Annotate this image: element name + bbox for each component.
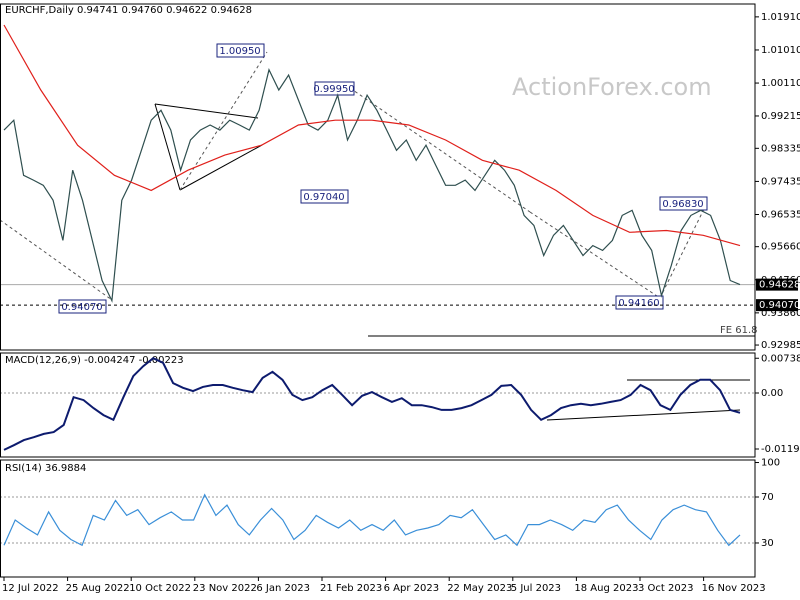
y-tick-label: 100	[761, 458, 780, 469]
y-tick-label: 0.007384	[761, 353, 800, 364]
y-tick-label: 1.00110	[761, 78, 800, 89]
y-tick-label: 0.97435	[761, 176, 800, 187]
price-box	[756, 278, 798, 291]
price-box	[756, 299, 798, 312]
annotation: 0.96830	[662, 199, 703, 210]
series-line	[3, 493, 741, 547]
y-tick-label: 0.99215	[761, 111, 800, 122]
annotation: 0.99950	[313, 84, 354, 95]
panel-frame	[0, 459, 756, 578]
annotation: 1.00950	[219, 46, 260, 57]
y-tick-label: 70	[761, 492, 774, 503]
x-tick-label: 6 Jan 2023	[256, 583, 310, 594]
annotations: 1.00950 0.99950 0.97040 0.94070 0.94160 …	[58, 43, 758, 336]
x-tick-label: 25 Aug 2022	[66, 583, 130, 594]
panel-title: EURCHF,Daily 0.94741 0.94760 0.94622 0.9…	[5, 5, 252, 16]
panel-frame	[0, 3, 756, 351]
y-tick-label: -0.0119	[761, 444, 800, 455]
x-tick-label: 18 Aug 2023	[574, 583, 638, 594]
y-tick-label: 1.01910	[761, 12, 800, 23]
y-tick-label: 0.00	[761, 388, 783, 399]
series-line	[3, 68, 741, 303]
panel-frame	[0, 352, 756, 458]
x-tick-label: 6 Apr 2023	[384, 583, 439, 594]
x-tick-label: 5 Jul 2023	[511, 583, 561, 594]
y-tick-label: 0.92985	[761, 340, 800, 351]
watermark: ActionForex.com	[512, 73, 712, 101]
x-tick-label: 22 May 2023	[447, 583, 512, 594]
y-tick-label: 0.98335	[761, 143, 800, 154]
price-label: 0.94628	[759, 280, 800, 291]
trend-lines	[0, 51, 755, 421]
annotation: 0.97040	[303, 192, 344, 203]
y-tick-label: 0.95660	[761, 242, 800, 253]
y-tick-label: 0.93860	[761, 308, 800, 319]
x-tick-label: 23 Nov 2022	[193, 583, 257, 594]
annotation: 0.94160	[618, 298, 659, 309]
x-tick-label: 12 Jul 2022	[2, 583, 59, 594]
panel-title: MACD(12,26,9) -0.004247 -0.00223	[5, 355, 184, 366]
annotation: 0.94070	[61, 302, 102, 313]
x-tick-label: 21 Feb 2023	[320, 583, 382, 594]
y-tick-label: 0.96535	[761, 210, 800, 221]
x-tick-label: 16 Nov 2023	[702, 583, 766, 594]
y-tick-label: 1.01010	[761, 45, 800, 56]
series-line	[3, 357, 741, 451]
annotation: FE 61.8	[720, 325, 758, 336]
series-line	[3, 24, 741, 247]
y-tick-label: 30	[761, 538, 774, 549]
price-label: 0.94070	[759, 300, 800, 311]
panel-title: RSI(14) 36.9884	[5, 463, 86, 474]
x-tick-label: 10 Oct 2022	[129, 583, 191, 594]
x-tick-label: 3 Oct 2023	[638, 583, 693, 594]
